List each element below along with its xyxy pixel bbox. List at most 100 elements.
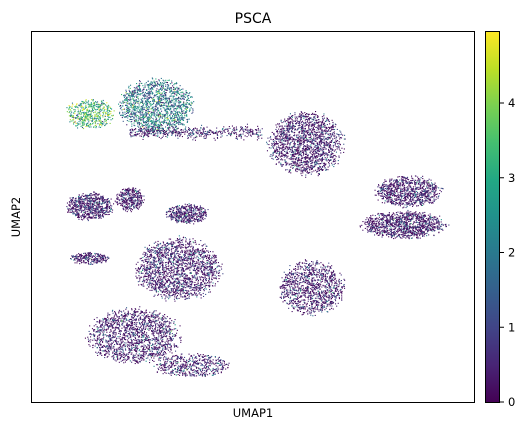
scatter-point <box>196 129 198 131</box>
scatter-point <box>322 147 324 149</box>
scatter-point <box>325 141 327 143</box>
scatter-point <box>109 106 111 108</box>
scatter-point <box>412 196 414 198</box>
scatter-point <box>324 130 326 132</box>
scatter-point <box>121 94 123 96</box>
scatter-point <box>166 119 168 121</box>
scatter-point <box>66 107 68 109</box>
scatter-point <box>158 124 160 126</box>
scatter-point <box>198 134 200 136</box>
scatter-point <box>384 200 386 202</box>
scatter-point <box>183 124 185 126</box>
scatter-point <box>167 127 169 129</box>
scatter-point <box>432 187 434 189</box>
scatter-point <box>432 189 434 191</box>
scatter-point <box>286 135 288 137</box>
scatter-point <box>175 121 177 123</box>
scatter-point <box>139 128 141 130</box>
scatter-point <box>257 134 259 136</box>
scatter-point <box>132 113 134 115</box>
scatter-point <box>276 131 278 133</box>
scatter-point <box>290 172 292 174</box>
scatter-point <box>159 130 161 132</box>
scatter-point <box>288 118 290 120</box>
scatter-point <box>201 132 203 134</box>
scatter-point <box>156 114 158 116</box>
scatter-point <box>88 116 90 118</box>
scatter-point <box>207 132 209 134</box>
scatter-point <box>423 183 425 185</box>
scatter-point <box>427 194 429 196</box>
scatter-point <box>145 109 147 111</box>
scatter-point <box>394 180 396 182</box>
scatter-point <box>420 201 422 203</box>
scatter-point <box>254 133 256 135</box>
scatter-point <box>295 164 297 166</box>
scatter-point <box>427 200 429 202</box>
scatter-point <box>228 126 230 128</box>
scatter-point <box>185 94 187 96</box>
scatter-point <box>146 102 148 104</box>
scatter-point <box>92 109 94 111</box>
scatter-point <box>188 94 190 96</box>
scatter-point <box>311 138 313 140</box>
scatter-point <box>155 119 157 121</box>
scatter-point <box>176 98 178 100</box>
scatter-point <box>308 140 310 142</box>
scatter-point <box>331 162 333 164</box>
scatter-point <box>137 106 139 108</box>
scatter-point <box>161 86 163 88</box>
scatter-point <box>160 83 162 85</box>
scatter-point <box>307 120 309 122</box>
scatter-point <box>128 109 130 111</box>
scatter-point <box>299 115 301 117</box>
scatter-point <box>122 114 124 116</box>
scatter-point <box>389 190 391 192</box>
scatter-point <box>138 126 140 128</box>
scatter-point <box>293 142 295 144</box>
scatter-point <box>326 143 328 145</box>
scatter-point <box>386 195 388 197</box>
scatter-point <box>163 122 165 124</box>
scatter-point <box>149 92 151 94</box>
scatter-point <box>292 138 294 140</box>
scatter-point <box>139 89 141 91</box>
scatter-point <box>102 103 104 105</box>
scatter-point <box>319 154 321 156</box>
scatter-point <box>147 129 149 131</box>
scatter-point <box>319 121 321 123</box>
scatter-point <box>87 100 89 102</box>
scatter-point <box>135 133 137 135</box>
scatter-point <box>318 144 320 146</box>
scatter-point <box>172 104 174 106</box>
scatter-point <box>89 119 91 121</box>
scatter-point <box>162 105 164 107</box>
scatter-point <box>72 115 74 117</box>
scatter-point <box>157 110 159 112</box>
scatter-point <box>220 130 222 132</box>
scatter-point <box>152 123 154 125</box>
scatter-point <box>422 186 424 188</box>
scatter-point <box>300 161 302 163</box>
scatter-point <box>235 128 237 130</box>
scatter-point <box>141 109 143 111</box>
scatter-point <box>155 78 157 80</box>
scatter-point <box>325 128 327 130</box>
scatter-point <box>315 126 317 128</box>
scatter-point <box>404 186 406 188</box>
scatter-point <box>394 185 396 187</box>
scatter-point <box>316 152 318 154</box>
scatter-point <box>321 150 323 152</box>
scatter-point <box>410 201 412 203</box>
scatter-point <box>145 104 147 106</box>
scatter-point <box>410 203 412 205</box>
scatter-point <box>196 136 198 138</box>
scatter-point <box>97 101 99 103</box>
scatter-point <box>409 193 411 195</box>
scatter-point <box>423 189 425 191</box>
scatter-point <box>331 156 333 158</box>
scatter-point <box>191 130 193 132</box>
scatter-point <box>106 105 108 107</box>
scatter-point <box>322 153 324 155</box>
scatter-point <box>150 87 152 89</box>
